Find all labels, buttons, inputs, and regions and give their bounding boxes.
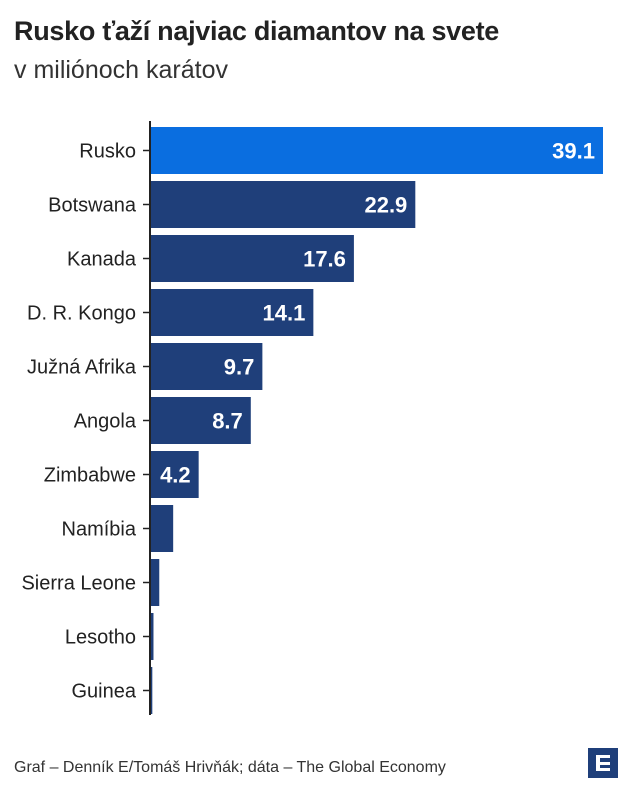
data-label: 39.1 [552,139,595,164]
category-label: Botswana [48,195,137,217]
bar-angola [150,397,251,444]
bar-ju-n-afrika [150,343,263,390]
data-label: 22.9 [364,193,407,218]
data-label: 4.2 [160,463,191,488]
chart-title: Rusko ťaží najviac diamantov na svete [14,16,500,46]
bar-botswana [150,181,416,228]
data-label: 17.6 [303,247,346,272]
bar-kanada [150,235,354,282]
category-label: Sierra Leone [21,573,136,595]
bar-lesotho [150,613,154,660]
bar-d-r-kongo [150,289,314,336]
denník-e-logo-icon [588,748,618,778]
data-label: 8.7 [212,409,243,434]
bar-zimbabwe [150,451,199,498]
category-label: Namíbia [62,519,137,541]
category-label: Guinea [72,681,137,703]
bar-nam-bia [150,505,174,552]
bar-chart: Rusko 39.1 Botswana 22.9 Kanada 17.6 D. R. Kon… [21,121,603,715]
category-label: Angola [74,411,137,433]
bar-sierra-leone [150,559,160,606]
category-label: Lesotho [65,627,136,649]
bar-rusko [150,127,603,174]
category-label: D. R. Kongo [27,303,136,325]
data-label: 9.7 [224,355,255,380]
category-label: Zimbabwe [44,465,136,487]
bar-guinea [150,667,153,714]
category-label: Kanada [67,249,137,271]
source-credit: Graf – Denník E/Tomáš Hrivňák; dáta – Th… [14,759,446,776]
category-label: Južná Afrika [27,357,137,379]
data-label: 14.1 [263,301,306,326]
category-label: Rusko [79,141,136,163]
chart-subtitle: v miliónoch karátov [14,56,228,84]
